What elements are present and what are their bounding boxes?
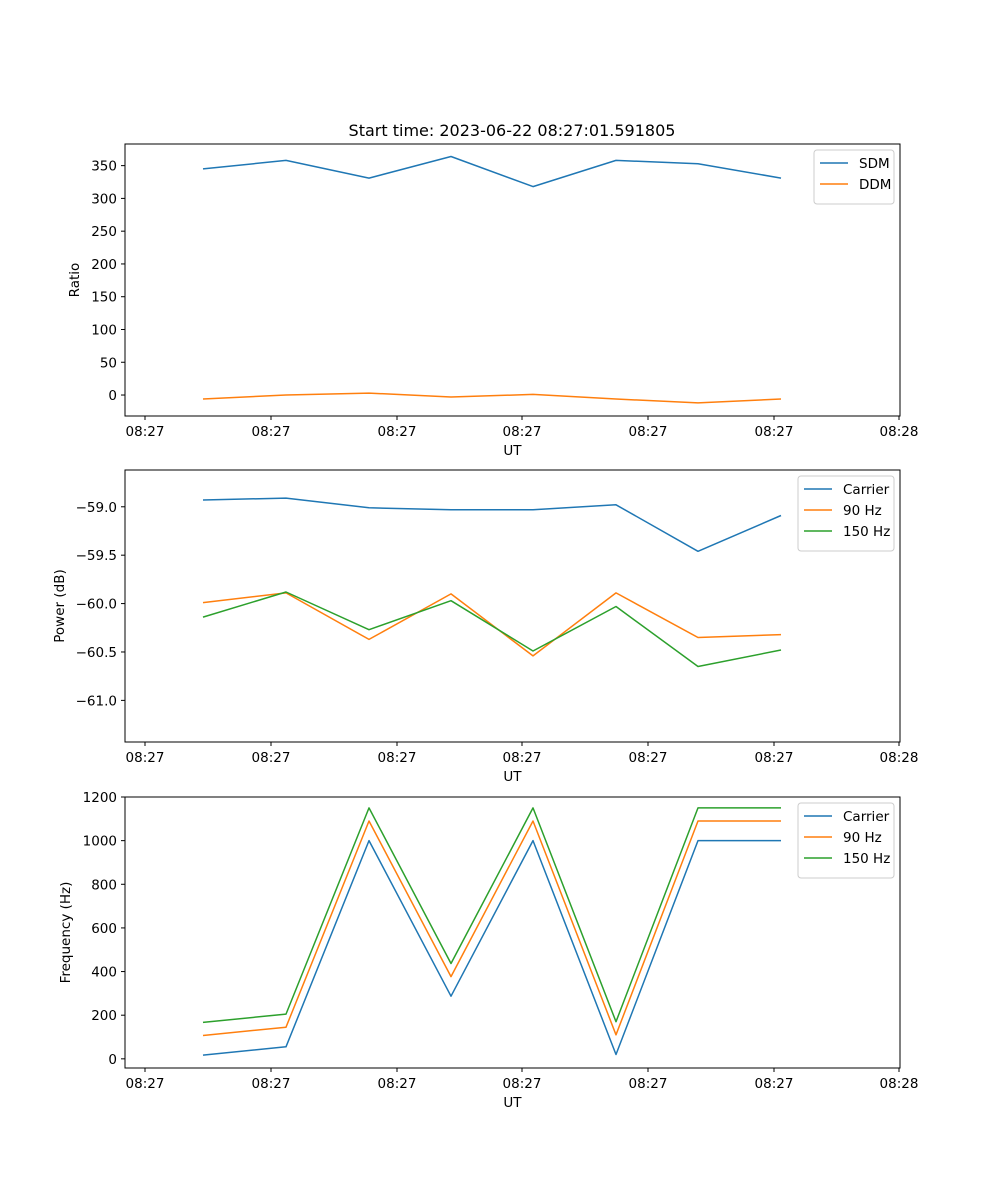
x-tick-label: 08:27: [755, 424, 794, 440]
x-tick-label: 08:27: [503, 424, 542, 440]
y-tick-label: 1000: [83, 834, 117, 850]
y-tick-label: 1200: [83, 790, 117, 806]
series-line-1-2: [202, 392, 782, 404]
x-tick-label: 08:27: [126, 750, 165, 766]
y-tick-label: −59.0: [76, 500, 117, 516]
legend-label: 90 Hz: [843, 830, 882, 846]
panel-1: 08:27 08:27 08:27 08:27 08:27 08:27 08:28 0 50 10…: [67, 143, 919, 459]
x-tick-label: 08:27: [126, 1076, 165, 1092]
x-axis-label: UT: [503, 769, 522, 785]
x-tick-label: 08:28: [880, 1076, 919, 1092]
y-tick-label: 50: [100, 355, 117, 371]
y-tick-label: 200: [91, 1008, 117, 1024]
plot-frame: [124, 796, 901, 1069]
y-tick-label: 0: [108, 1052, 117, 1068]
x-tick-label: 08:28: [880, 424, 919, 440]
panel-3: 08:27 08:27 08:27 08:27 08:27 08:27 08:28 0 200 4…: [58, 790, 918, 1111]
y-tick-label: 0: [108, 388, 117, 404]
legend-label: 150 Hz: [843, 524, 890, 540]
x-tick-label: 08:27: [629, 424, 668, 440]
series-line-3-3: [202, 807, 781, 1024]
series-line-2-2: [202, 592, 782, 657]
legend: SDM DDM: [813, 149, 895, 205]
y-tick-label: 150: [91, 290, 117, 306]
x-tick-label: 08:27: [629, 1076, 668, 1092]
y-tick-label: 400: [91, 965, 117, 981]
x-tick-label: 08:27: [252, 424, 291, 440]
x-tick-label: 08:27: [755, 750, 794, 766]
legend: Carrier 90 Hz 150 Hz: [797, 802, 895, 879]
series-line-2-3: [202, 591, 782, 668]
x-tick-label: 08:27: [503, 750, 542, 766]
y-axis-label: Ratio: [67, 263, 83, 298]
x-tick-label: 08:27: [252, 750, 291, 766]
legend-label: 150 Hz: [843, 851, 890, 867]
series-line-3-2: [202, 820, 781, 1037]
x-tick-label: 08:28: [880, 750, 919, 766]
y-tick-label: −60.0: [76, 597, 117, 613]
x-tick-label: 08:27: [252, 1076, 291, 1092]
series-line-2-1: [202, 497, 782, 553]
panels: 08:27 08:27 08:27 08:27 08:27 08:27 08:28 0 50 10…: [52, 143, 919, 1111]
plot-frame: [124, 143, 901, 417]
legend-label: Carrier: [843, 482, 890, 498]
x-tick-label: 08:27: [503, 1076, 542, 1092]
y-tick-label: −61.0: [76, 693, 117, 709]
y-tick-label: 600: [91, 921, 117, 937]
legend-label: SDM: [859, 156, 890, 172]
x-axis-label: UT: [503, 1095, 522, 1111]
x-tick-label: 08:27: [378, 750, 417, 766]
x-tick-label: 08:27: [378, 424, 417, 440]
panel-2: 08:27 08:27 08:27 08:27 08:27 08:27 08:28 −61.0…: [52, 469, 919, 785]
legend: Carrier 90 Hz 150 Hz: [797, 475, 895, 552]
y-tick-label: −59.5: [76, 548, 117, 564]
y-tick-label: 800: [91, 877, 117, 893]
y-axis-label: Power (dB): [52, 569, 68, 642]
x-tick-label: 08:27: [126, 424, 165, 440]
y-tick-label: −60.5: [76, 645, 117, 661]
legend-label: DDM: [859, 177, 891, 193]
y-axis-label: Frequency (Hz): [58, 882, 74, 984]
series-line-1-1: [202, 155, 782, 188]
y-tick-label: 250: [91, 224, 117, 240]
x-axis-label: UT: [503, 443, 522, 459]
legend-box: [797, 802, 895, 879]
y-tick-label: 350: [91, 159, 117, 175]
legend-label: 90 Hz: [843, 503, 882, 519]
legend-box: [797, 475, 895, 552]
y-tick-label: 100: [91, 322, 117, 338]
y-tick-label: 200: [91, 257, 117, 273]
series-line-3-1: [202, 839, 781, 1056]
x-tick-label: 08:27: [629, 750, 668, 766]
x-tick-label: 08:27: [378, 1076, 417, 1092]
chart-title: Start time: 2023-06-22 08:27:01.591805: [349, 121, 676, 140]
legend-label: Carrier: [843, 809, 890, 825]
x-tick-label: 08:27: [755, 1076, 794, 1092]
plot-frame: [124, 469, 901, 743]
y-tick-label: 300: [91, 191, 117, 207]
